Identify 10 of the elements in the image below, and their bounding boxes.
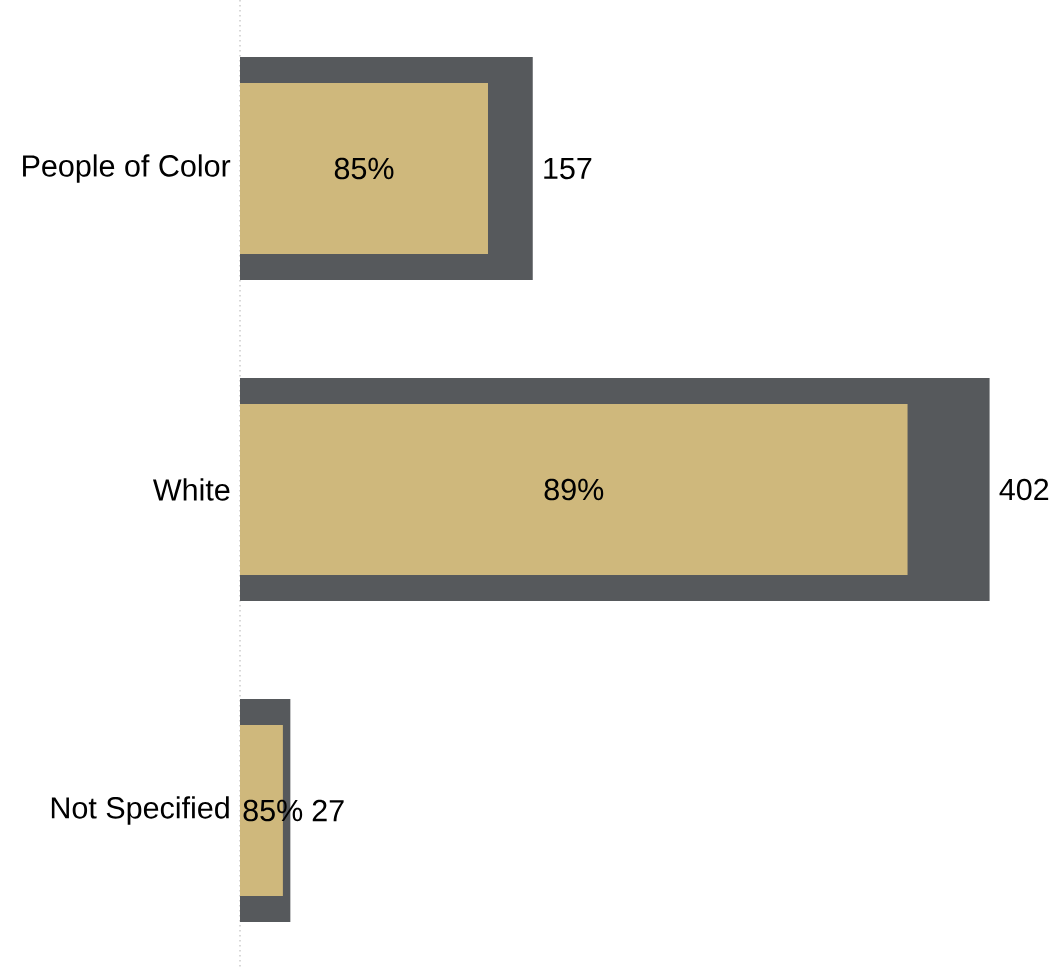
data-label: 157 xyxy=(544,157,592,180)
annotation: 85% xyxy=(334,157,394,180)
y-tick-label: White xyxy=(152,478,230,501)
bar xyxy=(240,82,488,255)
bar xyxy=(240,403,908,576)
annotation: 89% xyxy=(544,478,604,501)
data-label: 402 xyxy=(999,478,1049,501)
y-tick-label: Not Specified xyxy=(51,796,229,825)
data-label: 27 xyxy=(312,799,344,822)
y-tick-label: People of Color xyxy=(23,154,231,183)
